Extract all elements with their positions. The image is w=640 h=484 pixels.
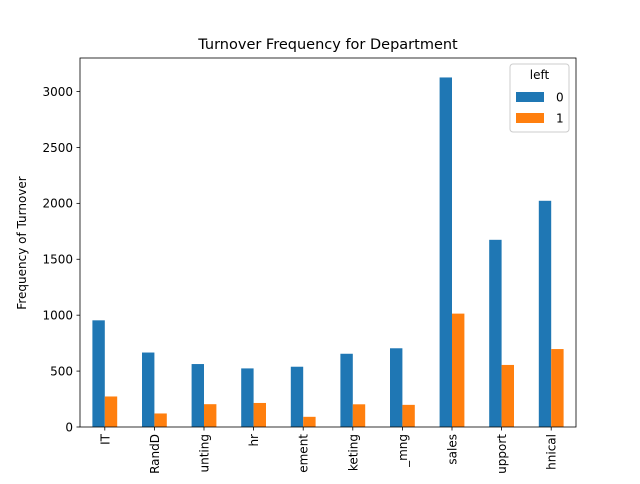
bar-hr-series-1 xyxy=(253,402,266,427)
y-tick-label: 3000 xyxy=(42,85,73,99)
bar-IT-series-0 xyxy=(92,320,105,427)
x-tick-label: _mng xyxy=(396,434,410,468)
bar-keting-series-1 xyxy=(352,404,366,427)
legend-label-0: 0 xyxy=(556,91,564,105)
bar-IT-series-1 xyxy=(104,396,118,427)
x-tick-label: ement xyxy=(297,434,311,473)
bar-_mng-series-0 xyxy=(390,348,403,427)
x-tick-label: IT xyxy=(98,433,112,445)
legend-label-1: 1 xyxy=(556,112,564,126)
y-tick-label: 2500 xyxy=(42,141,73,155)
x-tick-label: sales xyxy=(446,434,460,465)
x-tick-label: keting xyxy=(346,434,360,471)
bar-hr-series-0 xyxy=(241,368,254,427)
legend-swatch-0 xyxy=(516,92,544,102)
x-tick-label: hnical xyxy=(545,434,559,470)
bar-_mng-series-1 xyxy=(402,404,415,427)
x-tick-label: hr xyxy=(247,434,261,447)
bar-keting-series-0 xyxy=(340,353,353,427)
x-tick-label: RandD xyxy=(148,434,162,474)
bar-RandD-series-1 xyxy=(154,413,167,427)
bar-ement-series-0 xyxy=(290,366,304,427)
x-tick-label: unting xyxy=(198,434,212,472)
bar-unting-series-1 xyxy=(204,404,217,427)
y-tick-label: 2000 xyxy=(42,197,73,211)
plot-frame xyxy=(79,57,577,428)
y-tick-label: 0 xyxy=(65,420,73,434)
bar-hnical-series-1 xyxy=(551,349,564,427)
legend-title: left xyxy=(530,68,550,82)
bar-unting-series-0 xyxy=(191,364,204,427)
bar-sales-series-1 xyxy=(452,313,465,427)
y-tick-label: 500 xyxy=(50,364,73,378)
x-tick-label: upport xyxy=(495,434,509,474)
bar-upport-series-0 xyxy=(489,239,502,427)
y-tick-label: 1000 xyxy=(42,308,73,322)
bar-hnical-series-0 xyxy=(538,200,552,427)
y-axis: 0 500 1000 1500 2000 2500 3000 xyxy=(42,85,80,434)
chart-title: Turnover Frequency for Department xyxy=(197,37,458,53)
bars-group xyxy=(92,77,564,427)
bar-RandD-series-0 xyxy=(142,352,155,427)
bar-ement-series-1 xyxy=(303,416,316,427)
bar-sales-series-0 xyxy=(439,77,452,427)
legend: left 0 1 xyxy=(509,63,570,133)
bar-upport-series-1 xyxy=(501,364,514,427)
y-axis-title: Frequency of Turnover xyxy=(15,176,29,309)
y-tick-label: 1500 xyxy=(42,253,73,267)
x-axis: IT RandD unting hr ement keting _mng sales uppor… xyxy=(98,427,559,474)
legend-swatch-1 xyxy=(516,113,544,123)
